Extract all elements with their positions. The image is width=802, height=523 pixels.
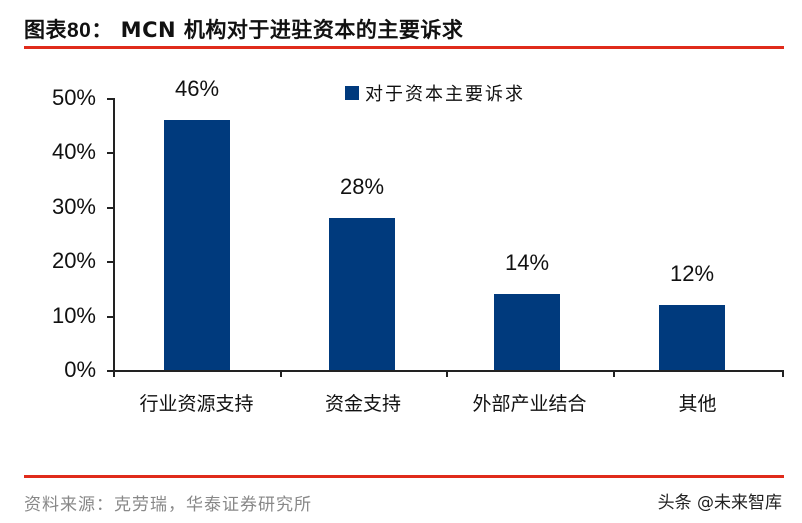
x-tick — [782, 370, 784, 377]
x-tick — [613, 370, 615, 377]
chart-title: 图表80： MCN 机构对于进驻资本的主要诉求 — [24, 14, 463, 44]
bar-funding — [329, 218, 395, 370]
bar-value-label: 12% — [669, 261, 715, 286]
x-category-label: 其他 — [678, 393, 717, 415]
title-divider — [24, 46, 784, 49]
y-tick — [107, 316, 114, 318]
legend-swatch — [345, 86, 359, 100]
chart-legend: 对于资本主要诉求 — [345, 80, 525, 106]
x-tick — [280, 370, 282, 377]
y-tick-label: 0% — [64, 357, 96, 382]
y-tick-label: 20% — [51, 248, 96, 273]
bar-value-label: 46% — [174, 76, 220, 101]
chart-title-prefix: 图表80： — [24, 19, 113, 42]
bar-other — [659, 305, 725, 370]
legend-label: 对于资本主要诉求 — [365, 84, 525, 105]
bar-chart: 0% 10% 20% 30% 40% 50% 46% 28% 14% 12% 行… — [51, 76, 784, 415]
x-category-label: 外部产业结合 — [472, 393, 587, 415]
y-axis-line — [113, 98, 115, 375]
bar-value-label: 28% — [339, 174, 385, 199]
x-axis-line — [113, 370, 783, 372]
y-tick — [107, 207, 114, 209]
bar-external-industry — [494, 294, 560, 370]
chart-title-text: MCN 机构对于进驻资本的主要诉求 — [120, 18, 464, 42]
source-note: 资料来源：克劳瑞，华泰证券研究所 — [24, 495, 312, 515]
y-tick-label: 10% — [51, 303, 96, 328]
y-tick — [107, 98, 114, 100]
x-category-label: 行业资源支持 — [139, 393, 254, 415]
x-tick — [113, 370, 115, 377]
y-tick-label: 50% — [51, 85, 96, 110]
y-tick — [107, 152, 114, 154]
y-tick-label: 30% — [51, 194, 96, 219]
y-tick — [107, 261, 114, 263]
bar-value-label: 14% — [504, 250, 550, 275]
footer-divider — [24, 475, 784, 478]
y-tick — [107, 370, 114, 372]
y-tick-label: 40% — [51, 139, 96, 164]
x-category-label: 资金支持 — [324, 393, 401, 415]
x-tick — [446, 370, 448, 377]
watermark: 头条 @未来智库 — [657, 493, 782, 513]
bar-industry-resources — [164, 120, 230, 370]
